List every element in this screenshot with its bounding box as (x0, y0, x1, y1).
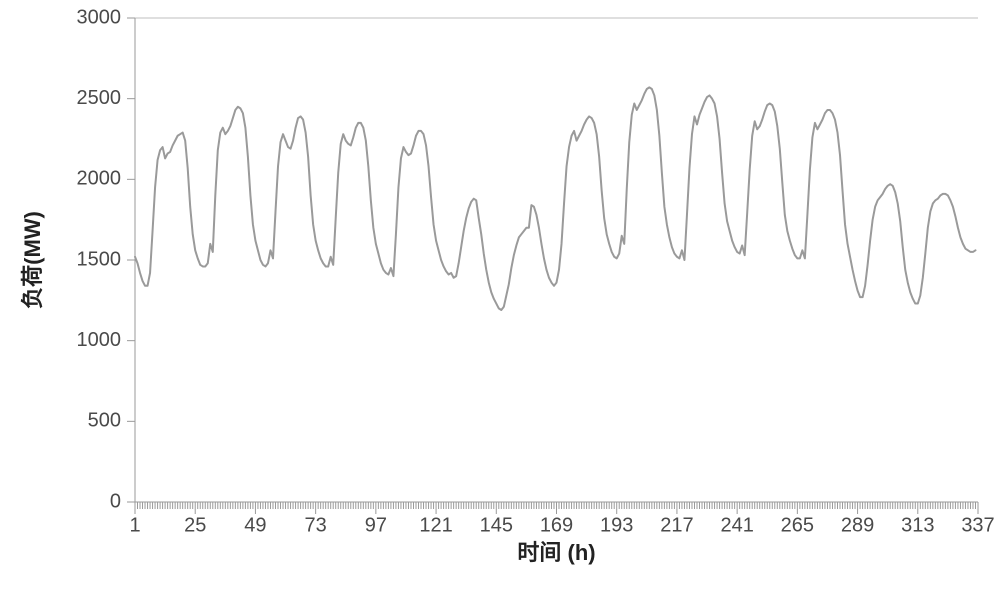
x-tick-label: 265 (781, 515, 814, 537)
chart-svg: 0 500 1000 1500 2000 2500 3000 1 25 49 73 97 121 145 1… (0, 0, 1000, 594)
x-tick-label: 73 (305, 515, 327, 537)
x-tick-label: 121 (419, 515, 452, 537)
x-tick-label: 145 (480, 515, 513, 537)
y-tick-label: 500 (88, 410, 121, 432)
y-tick-label: 0 (110, 490, 121, 512)
load-line-chart: 0 500 1000 1500 2000 2500 3000 1 25 49 73 97 121 145 1… (0, 0, 1000, 594)
x-tick-label: 337 (961, 515, 994, 537)
x-tick-label: 169 (540, 515, 573, 537)
x-tick-label: 289 (841, 515, 874, 537)
y-tick-label: 2500 (77, 87, 122, 109)
x-tick-label: 49 (244, 515, 266, 537)
y-tick-label: 1000 (77, 329, 122, 351)
x-axis-title: 时间 (h) (517, 540, 595, 565)
x-tick-label: 193 (600, 515, 633, 537)
series-load (135, 87, 975, 310)
x-tick-label: 1 (129, 515, 140, 537)
y-axis-title: 负荷(MW) (20, 211, 45, 309)
x-tick-label: 217 (660, 515, 693, 537)
x-tick-label: 25 (184, 515, 206, 537)
x-tick-label: 313 (901, 515, 934, 537)
y-tick-label: 1500 (77, 248, 122, 270)
y-tick-label: 3000 (77, 6, 122, 28)
x-tick-label: 241 (720, 515, 753, 537)
x-tick-label: 97 (365, 515, 387, 537)
y-tick-label: 2000 (77, 168, 122, 190)
